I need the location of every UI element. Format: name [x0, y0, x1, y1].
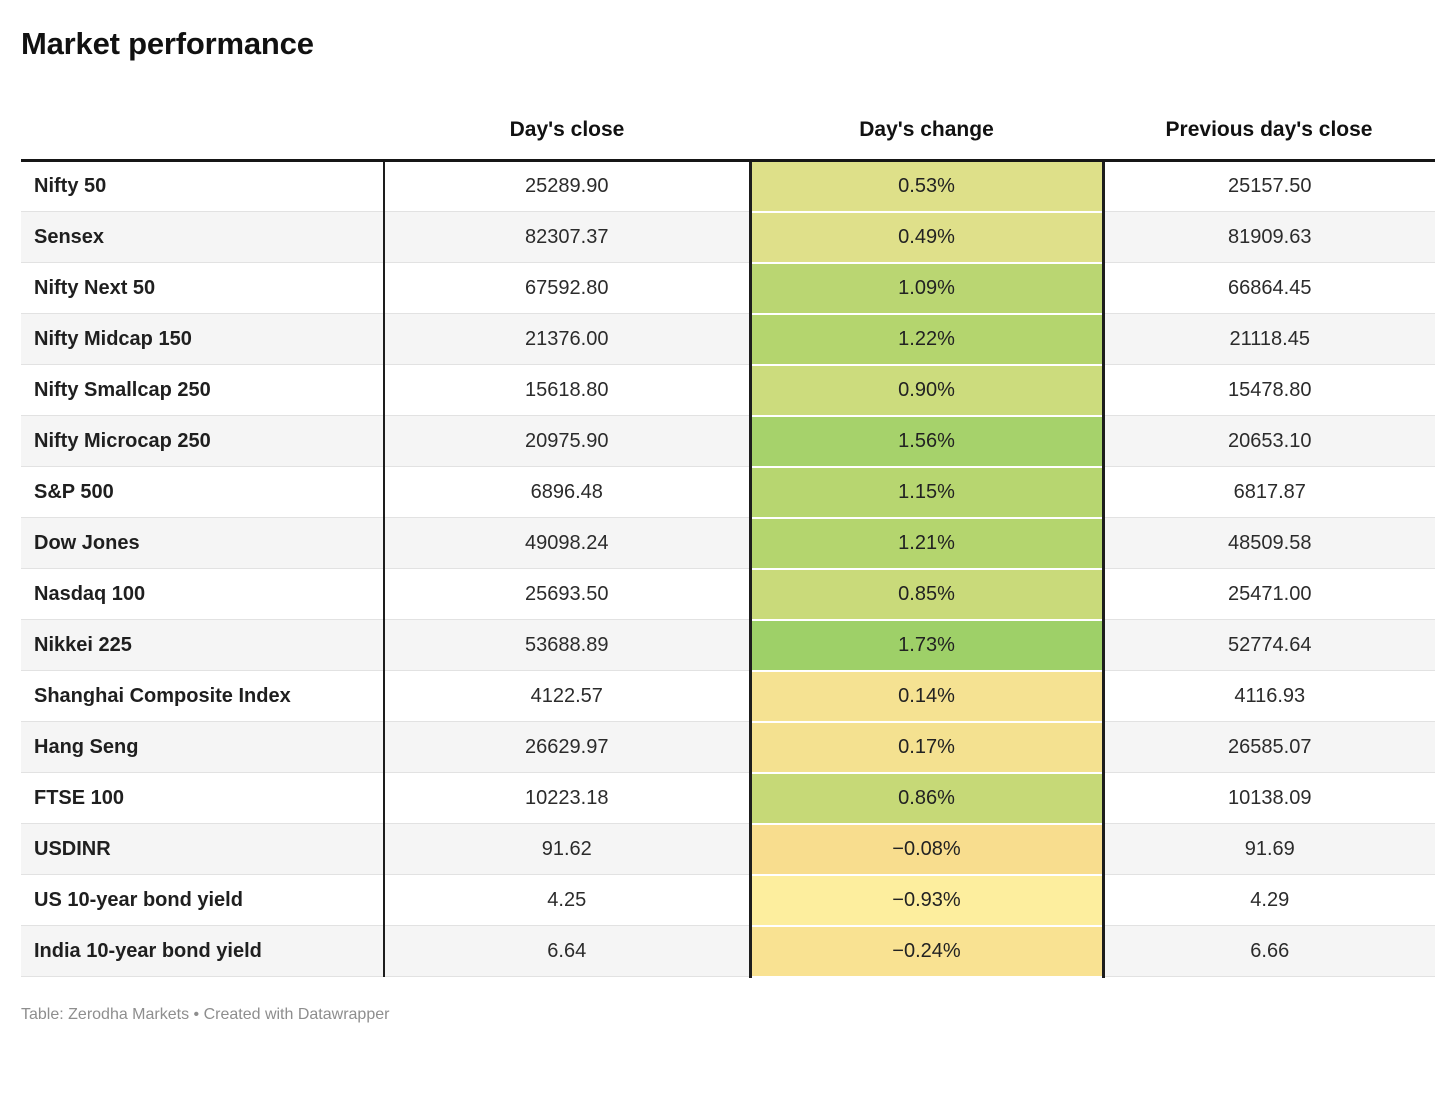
previous-close-cell: 15478.80 — [1103, 364, 1435, 416]
previous-close-cell: 25157.50 — [1103, 160, 1435, 212]
previous-close-cell: 91.69 — [1103, 823, 1435, 875]
page: Market performance Day's close Day's cha… — [21, 26, 1435, 1023]
days-close-cell: 67592.80 — [384, 262, 752, 314]
previous-close-cell: 20653.10 — [1103, 415, 1435, 467]
market-performance-table: Day's close Day's change Previous day's … — [21, 118, 1435, 978]
row-label: Nasdaq 100 — [21, 568, 385, 620]
days-close-cell: 4.25 — [384, 874, 752, 926]
days-change-cell: 0.86% — [748, 772, 1105, 825]
days-change-cell: 1.56% — [748, 415, 1105, 468]
days-close-cell: 49098.24 — [384, 517, 752, 569]
days-change-cell: −0.93% — [748, 874, 1105, 927]
days-close-cell: 91.62 — [384, 823, 752, 875]
previous-close-cell: 10138.09 — [1103, 772, 1435, 824]
days-close-cell: 25289.90 — [384, 160, 752, 212]
days-change-cell: 1.73% — [748, 619, 1105, 672]
days-close-cell: 10223.18 — [384, 772, 752, 824]
days-change-cell: 1.09% — [748, 262, 1105, 315]
row-label: Nikkei 225 — [21, 619, 385, 671]
previous-close-cell: 25471.00 — [1103, 568, 1435, 620]
row-label: Nifty Smallcap 250 — [21, 364, 385, 416]
table-row: Nasdaq 100 25693.50 0.85% 25471.00 — [21, 568, 1435, 621]
column-header-days-change: Day's change — [750, 118, 1103, 162]
days-close-cell: 21376.00 — [384, 313, 752, 365]
days-change-cell: 1.15% — [748, 466, 1105, 519]
previous-close-cell: 48509.58 — [1103, 517, 1435, 569]
previous-close-cell: 21118.45 — [1103, 313, 1435, 365]
table-row: Nifty Smallcap 250 15618.80 0.90% 15478.… — [21, 364, 1435, 417]
row-label: Dow Jones — [21, 517, 385, 569]
row-label: Nifty Next 50 — [21, 262, 385, 314]
days-close-cell: 20975.90 — [384, 415, 752, 467]
row-label: FTSE 100 — [21, 772, 385, 824]
table-row: Shanghai Composite Index 4122.57 0.14% 4… — [21, 670, 1435, 723]
table-credit: Table: Zerodha Markets • Created with Da… — [21, 1005, 390, 1023]
days-change-cell: 0.14% — [748, 670, 1105, 723]
days-change-cell: 0.53% — [748, 160, 1105, 213]
column-header-blank — [21, 118, 384, 162]
days-change-cell: −0.24% — [748, 925, 1105, 978]
table-row: Dow Jones 49098.24 1.21% 48509.58 — [21, 517, 1435, 570]
page-title: Market performance — [21, 26, 314, 61]
row-label: USDINR — [21, 823, 385, 875]
days-change-cell: 0.85% — [748, 568, 1105, 621]
table-row: Nifty 50 25289.90 0.53% 25157.50 — [21, 160, 1435, 213]
days-close-cell: 15618.80 — [384, 364, 752, 416]
days-change-cell: 1.21% — [748, 517, 1105, 570]
table-row: Nifty Midcap 150 21376.00 1.22% 21118.45 — [21, 313, 1435, 366]
table-row: Hang Seng 26629.97 0.17% 26585.07 — [21, 721, 1435, 774]
days-close-cell: 53688.89 — [384, 619, 752, 671]
previous-close-cell: 52774.64 — [1103, 619, 1435, 671]
row-label: Nifty Microcap 250 — [21, 415, 385, 467]
table-row: FTSE 100 10223.18 0.86% 10138.09 — [21, 772, 1435, 825]
table-header: Day's close Day's change Previous day's … — [21, 118, 1435, 162]
previous-close-cell: 4116.93 — [1103, 670, 1435, 722]
days-change-cell: 0.90% — [748, 364, 1105, 417]
table-row: India 10-year bond yield 6.64 −0.24% 6.6… — [21, 925, 1435, 978]
table-row: US 10-year bond yield 4.25 −0.93% 4.29 — [21, 874, 1435, 927]
table-row: Nikkei 225 53688.89 1.73% 52774.64 — [21, 619, 1435, 672]
days-close-cell: 6896.48 — [384, 466, 752, 518]
days-close-cell: 26629.97 — [384, 721, 752, 773]
column-header-days-close: Day's close — [384, 118, 750, 162]
previous-close-cell: 6817.87 — [1103, 466, 1435, 518]
days-change-cell: −0.08% — [748, 823, 1105, 876]
table-row: Nifty Next 50 67592.80 1.09% 66864.45 — [21, 262, 1435, 315]
row-label: Nifty Midcap 150 — [21, 313, 385, 365]
days-change-cell: 0.17% — [748, 721, 1105, 774]
table-row: Sensex 82307.37 0.49% 81909.63 — [21, 211, 1435, 264]
previous-close-cell: 66864.45 — [1103, 262, 1435, 314]
previous-close-cell: 6.66 — [1103, 925, 1435, 977]
row-label: Hang Seng — [21, 721, 385, 773]
row-label: S&P 500 — [21, 466, 385, 518]
previous-close-cell: 81909.63 — [1103, 211, 1435, 263]
row-label: India 10-year bond yield — [21, 925, 385, 977]
row-label: Sensex — [21, 211, 385, 263]
column-header-previous-days-close: Previous day's close — [1103, 118, 1435, 162]
previous-close-cell: 4.29 — [1103, 874, 1435, 926]
days-close-cell: 25693.50 — [384, 568, 752, 620]
table-row: USDINR 91.62 −0.08% 91.69 — [21, 823, 1435, 876]
row-label: Nifty 50 — [21, 160, 385, 212]
table-row: S&P 500 6896.48 1.15% 6817.87 — [21, 466, 1435, 519]
days-change-cell: 1.22% — [748, 313, 1105, 366]
days-close-cell: 6.64 — [384, 925, 752, 977]
row-label: US 10-year bond yield — [21, 874, 385, 926]
previous-close-cell: 26585.07 — [1103, 721, 1435, 773]
row-label: Shanghai Composite Index — [21, 670, 385, 722]
days-change-cell: 0.49% — [748, 211, 1105, 264]
days-close-cell: 4122.57 — [384, 670, 752, 722]
days-close-cell: 82307.37 — [384, 211, 752, 263]
table-body: Nifty 50 25289.90 0.53% 25157.50 Sensex … — [21, 160, 1435, 978]
table-row: Nifty Microcap 250 20975.90 1.56% 20653.… — [21, 415, 1435, 468]
